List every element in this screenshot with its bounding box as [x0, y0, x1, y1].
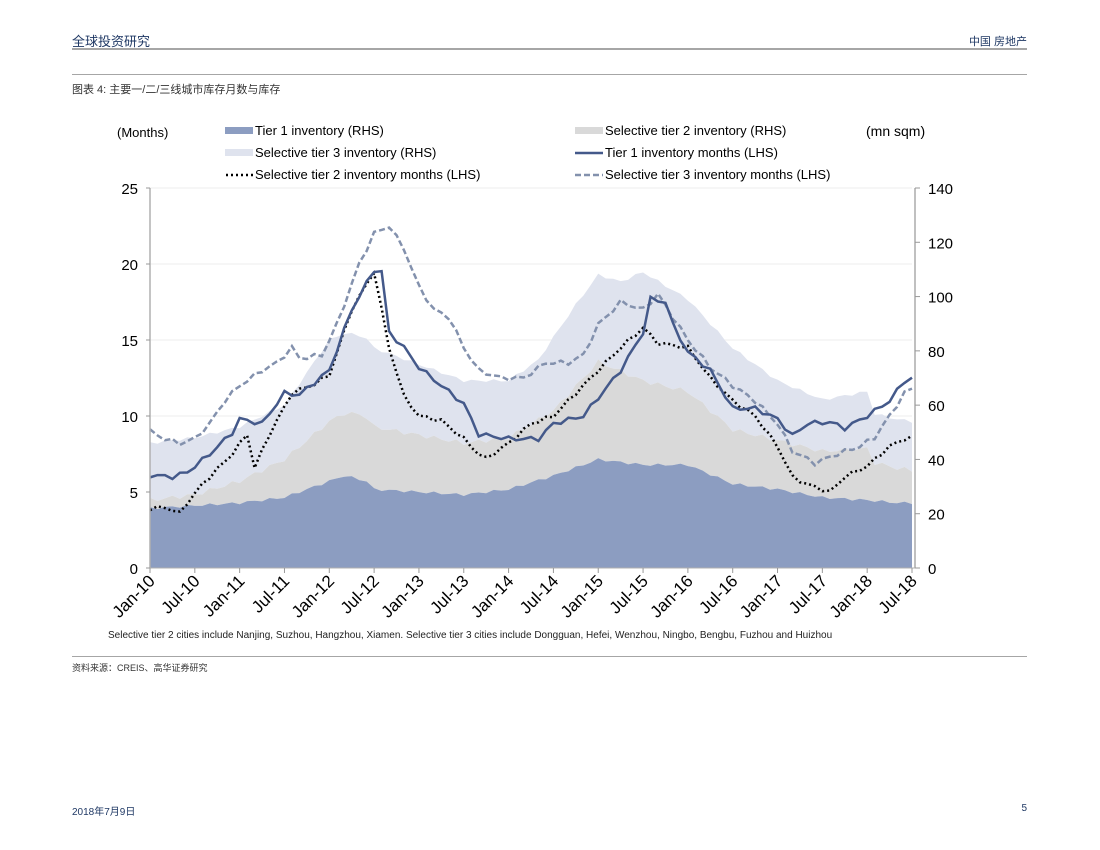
x-tick-label: Jul-11 [248, 571, 293, 616]
legend-swatch-solid [575, 151, 603, 154]
right-tick-label: 40 [928, 452, 945, 469]
right-tick-label: 80 [928, 344, 945, 361]
header-sector: 中国 房地产 [968, 36, 1027, 48]
tier3-months-line [149, 226, 913, 468]
figure-title: 图表 4: 主要一/二/三线城市库存月数与库存 [72, 84, 281, 96]
legend-item-tier2-inventory: Selective tier 2 inventory (RHS) [575, 123, 786, 138]
right-tick-label: 100 [928, 290, 953, 307]
legend-label: Tier 1 inventory months (LHS) [605, 145, 778, 160]
legend-label: Selective tier 3 inventory months (LHS) [605, 167, 831, 182]
tier3-inventory-area [150, 272, 912, 501]
legend-item-tier3-months: Selective tier 3 inventory months (LHS) [575, 167, 830, 182]
left-tick-label: 20 [121, 257, 138, 274]
legend-label: Selective tier 2 inventory (RHS) [605, 123, 787, 138]
legend-label: Selective tier 3 inventory (RHS) [255, 145, 437, 160]
footer-date: 2018年7月9日 [72, 807, 136, 818]
x-tick-label: Jul-15 [606, 571, 652, 617]
x-tick-label: Jul-12 [337, 571, 383, 617]
legend-label: Selective tier 2 inventory months (LHS) [255, 167, 481, 182]
left-tick-label: 0 [130, 561, 138, 578]
right-tick-label: 60 [928, 398, 945, 415]
legend-item-tier3-inventory: Selective tier 3 inventory (RHS) [225, 145, 436, 160]
tier1-inventory-area [150, 458, 912, 568]
legend-swatch [575, 127, 603, 134]
tier1-months-line [149, 269, 913, 481]
left-tick-label: 10 [121, 409, 138, 426]
legend-swatch [225, 127, 253, 134]
right-tick-label: 140 [928, 181, 953, 198]
right-tick-label: 120 [928, 235, 953, 252]
x-tick-label: Jan-13 [378, 571, 428, 621]
x-tick-label: Jan-14 [467, 571, 517, 621]
x-tick-label: Jan-15 [557, 571, 607, 621]
tier2-months-line [149, 270, 913, 513]
x-tick-label: Jul-17 [785, 571, 831, 617]
x-tick-label: Jan-11 [199, 571, 248, 620]
x-tick-label: Jan-12 [288, 571, 338, 621]
source-text: 资料来源：CREIS、高华证券研究 [72, 663, 208, 673]
legend-swatch-dashed [575, 173, 603, 176]
x-tick-label: Jul-18 [875, 571, 921, 617]
right-axis-unit: (mn sqm) [866, 123, 926, 139]
page-number: 5 [1021, 803, 1027, 814]
left-axis-unit: (Months) [117, 125, 169, 140]
x-tick-label: Jul-10 [157, 571, 203, 617]
inventory-chart: 0 5 10 15 20 25 0 20 40 60 80 100 120 140 Jan-10Jul-10… [109, 181, 953, 622]
right-tick-label: 0 [928, 561, 936, 578]
x-tick-label: Jul-14 [516, 571, 562, 617]
title-divider [72, 74, 1027, 75]
x-tick-label: Jan-17 [736, 571, 786, 621]
legend-item-tier1-inventory: Tier 1 inventory (RHS) [225, 123, 384, 138]
legend-swatch [225, 149, 253, 156]
x-tick-label: Jan-18 [826, 571, 876, 621]
x-tick-label: Jul-16 [695, 571, 741, 617]
left-tick-label: 5 [130, 485, 138, 502]
tier2-inventory-area [150, 359, 912, 510]
x-tick-label: Jan-16 [647, 571, 697, 621]
legend-item-tier2-months: Selective tier 2 inventory months (LHS) [225, 167, 480, 182]
source-divider [72, 656, 1027, 657]
legend-item-tier1-months: Tier 1 inventory months (LHS) [575, 145, 778, 160]
x-tick-label: Jan-10 [109, 571, 159, 621]
legend-label: Tier 1 inventory (RHS) [255, 123, 384, 138]
left-tick-label: 15 [121, 333, 138, 350]
header-title: 全球投资研究 [72, 34, 151, 49]
x-tick-label: Jul-13 [426, 571, 472, 617]
chart-note: Selective tier 2 cities include Nanjing,… [108, 630, 833, 641]
left-tick-label: 25 [121, 181, 138, 198]
header-divider [72, 48, 1027, 50]
right-tick-label: 20 [928, 507, 945, 524]
